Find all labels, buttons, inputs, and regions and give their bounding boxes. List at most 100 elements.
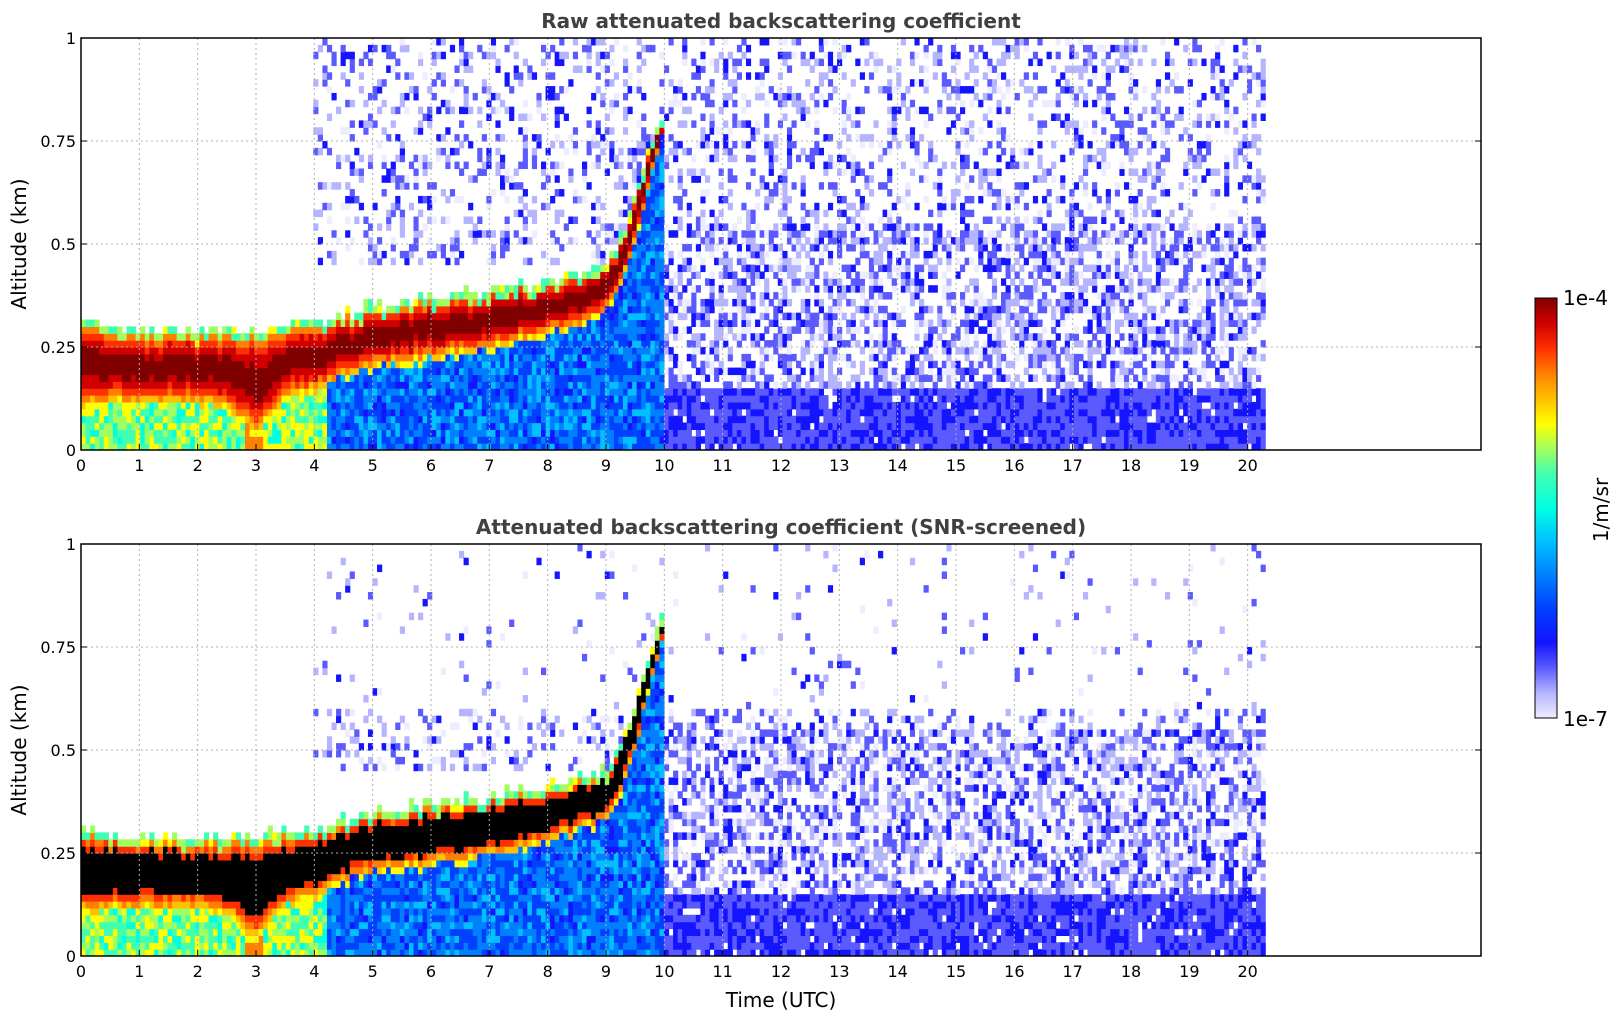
heat-cell (99, 415, 105, 424)
heat-cell (436, 367, 442, 376)
heat-cell (176, 415, 182, 424)
heat-cell (682, 298, 688, 307)
heat-cell (627, 216, 633, 224)
heat-cell (504, 319, 510, 327)
heat-cell (112, 340, 119, 348)
heat-cell (231, 326, 237, 334)
heat-cell (495, 353, 501, 362)
heat-cell (481, 168, 487, 176)
heat-cell (299, 353, 305, 362)
heat-cell (135, 381, 141, 389)
heat-cell (185, 353, 191, 362)
heat-cell (782, 415, 788, 424)
heat-cell (313, 381, 319, 389)
heat-cell (882, 415, 888, 424)
heat-cell (381, 161, 387, 170)
heat-cell (481, 51, 487, 60)
heat-cell (322, 182, 328, 190)
heat-cell (399, 216, 405, 224)
heat-cell (691, 443, 697, 450)
heat-cell (782, 175, 788, 183)
heat-cell (568, 429, 574, 437)
heat-cell (823, 312, 829, 321)
heat-cell (645, 333, 651, 341)
heat-cell (363, 312, 369, 321)
heat-cell (490, 367, 497, 376)
heat-cell (449, 333, 456, 341)
heat-cell (645, 381, 651, 389)
heat-cell (276, 422, 282, 430)
heat-cell (459, 79, 465, 87)
heat-cell (399, 44, 405, 53)
heat-cell (436, 154, 442, 163)
heat-cell (326, 360, 333, 369)
heat-cell (632, 230, 638, 238)
heat-cell (554, 408, 560, 417)
heat-cell (595, 381, 601, 389)
heat-cell (449, 189, 456, 197)
heat-cell (158, 415, 164, 424)
heat-cell (572, 367, 579, 376)
heat-cell (340, 443, 346, 450)
heat-cell (764, 99, 770, 108)
heat-cell (550, 44, 556, 53)
heat-cell (800, 367, 806, 376)
heat-cell (645, 278, 651, 286)
heat-cell (745, 182, 752, 190)
heat-cell (340, 381, 346, 389)
heat-cell (336, 436, 342, 444)
heat-cell (841, 353, 847, 362)
heat-cell (331, 333, 337, 341)
heat-cell (231, 408, 237, 417)
heat-cell (581, 319, 588, 327)
heat-cell (190, 340, 196, 348)
heat-cell (531, 154, 538, 163)
heat-cell (509, 415, 515, 424)
heat-cell (367, 113, 374, 121)
heat-cell (490, 106, 497, 115)
heat-cell (759, 408, 765, 417)
heat-cell (153, 360, 160, 369)
heat-cell (509, 312, 515, 321)
heat-cell (782, 189, 788, 197)
heat-cell (172, 422, 178, 430)
heat-cell (99, 340, 105, 348)
heat-cell (354, 319, 360, 327)
heat-cell (413, 298, 419, 307)
heat-cell (399, 353, 405, 362)
heat-cell (536, 367, 542, 376)
heat-cell (814, 127, 820, 135)
heat-cell (463, 92, 469, 101)
heat-cell (814, 292, 820, 300)
heat-cell (395, 134, 401, 142)
heat-cell (586, 374, 592, 382)
heat-cell (554, 333, 560, 341)
heat-cell (349, 374, 355, 382)
heat-cell (554, 388, 560, 396)
heat-cell (217, 353, 223, 362)
heat-cell (613, 415, 620, 424)
heat-cell (367, 319, 374, 327)
heat-cell (541, 182, 547, 190)
heat-cell (185, 408, 191, 417)
heat-cell (468, 347, 474, 355)
heat-cell (290, 395, 296, 403)
heat-cell (472, 367, 478, 376)
heat-cell (381, 99, 387, 108)
heat-cell (509, 395, 515, 403)
heat-cell (313, 106, 319, 115)
heat-cell (372, 374, 378, 382)
heat-cell (367, 44, 374, 53)
heat-cell (855, 374, 861, 382)
heat-cell (477, 147, 483, 156)
heat-cell (313, 127, 319, 135)
heat-cell (632, 443, 638, 450)
heat-cell (682, 408, 688, 417)
heat-cell (759, 271, 765, 279)
heat-cell (449, 374, 456, 382)
heat-cell (317, 388, 323, 396)
heat-cell (477, 401, 483, 410)
heat-cell (641, 278, 647, 286)
heat-cell (755, 429, 761, 437)
heat-cell (632, 326, 638, 334)
